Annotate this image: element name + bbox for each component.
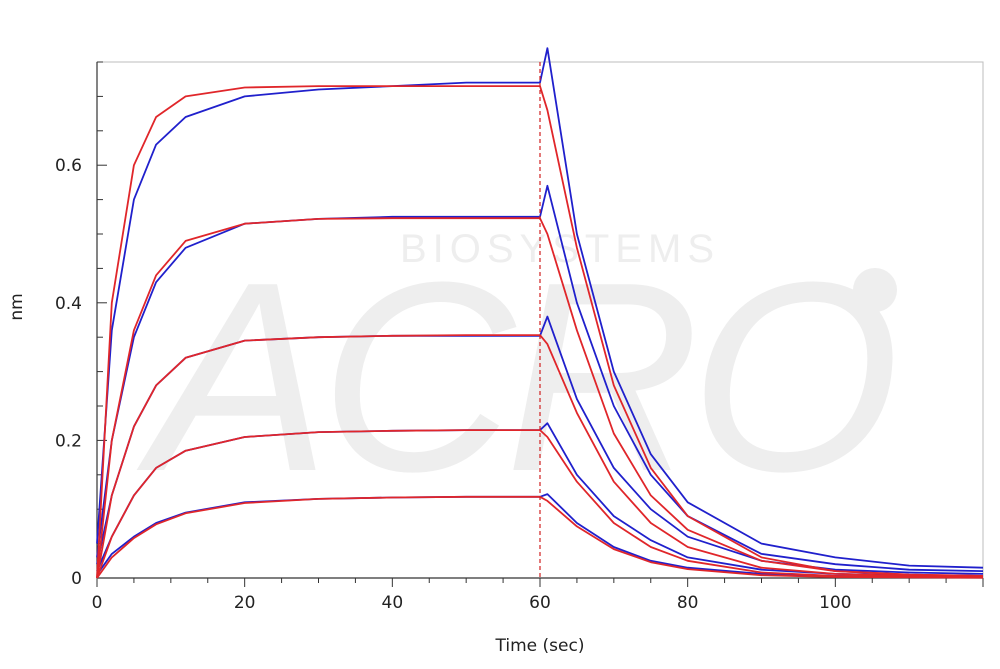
fit-curve-4 — [96, 429, 984, 579]
y-tick-label: 0 — [71, 569, 82, 589]
x-tick-label: 0 — [92, 593, 103, 613]
watermark: BIOSYSTEMS ACRO — [133, 227, 902, 528]
watermark-logo: ACRO — [133, 227, 892, 528]
axis-labels: Time (sec) nm — [7, 293, 584, 656]
y-axis-label: nm — [7, 293, 27, 320]
series-lines — [96, 47, 984, 579]
x-tick-label: 100 — [819, 593, 851, 613]
measured-curve-1 — [96, 47, 984, 569]
x-tick-label: 60 — [529, 593, 551, 613]
axis-ticks: 0 20 40 60 80 100 0 0.2 0.4 0.6 — [55, 61, 984, 613]
y-tick-label: 0.4 — [55, 294, 82, 314]
x-tick-label: 40 — [382, 593, 404, 613]
x-axis-label: Time (sec) — [495, 636, 585, 656]
y-tick-label: 0.2 — [55, 431, 82, 451]
x-tick-label: 20 — [234, 593, 256, 613]
watermark-dot — [853, 268, 897, 312]
x-tick-label: 80 — [677, 593, 699, 613]
y-tick-label: 0.6 — [55, 156, 82, 176]
